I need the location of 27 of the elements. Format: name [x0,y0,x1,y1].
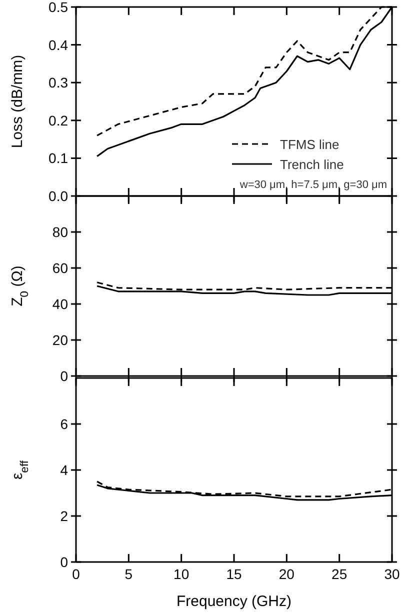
y-tick-label: 0.2 [48,112,68,128]
y-tick-label: 4 [60,462,68,478]
x-tick-label: 15 [226,566,242,582]
y-axis-title: Loss (dB/mm) [9,54,26,148]
x-tick-label: 0 [72,566,80,582]
y-tick-label: 80 [52,224,68,240]
annotation: w=30 μm, h=7.5 μm, g=30 μm [238,179,387,191]
x-tick-label: 5 [124,566,133,582]
legend-label: TFMS line [280,137,340,152]
y-tick-label: 0.0 [48,188,68,204]
x-tick-label: 10 [174,566,190,582]
x-tick-label: 20 [278,566,295,582]
y-tick-label: 0.5 [48,0,68,15]
y-tick-label: 40 [52,296,68,312]
y-tick-label: 6 [60,416,68,432]
y-tick-label: 60 [52,260,68,276]
y-tick-label: 20 [52,332,68,348]
y-tick-label: 0.3 [48,74,68,91]
legend-label: Trench line [280,157,344,172]
x-tick-label: 25 [332,566,348,582]
y-tick-label: 2 [60,508,68,524]
y-tick-label: 0.1 [48,150,68,166]
y-tick-label: 0 [60,368,68,384]
x-axis-title: Frequency (GHz) [176,593,292,610]
y-tick-label: 0.4 [48,36,68,53]
y-tick-label: 0 [60,554,68,570]
x-tick-label: 30 [384,566,400,582]
